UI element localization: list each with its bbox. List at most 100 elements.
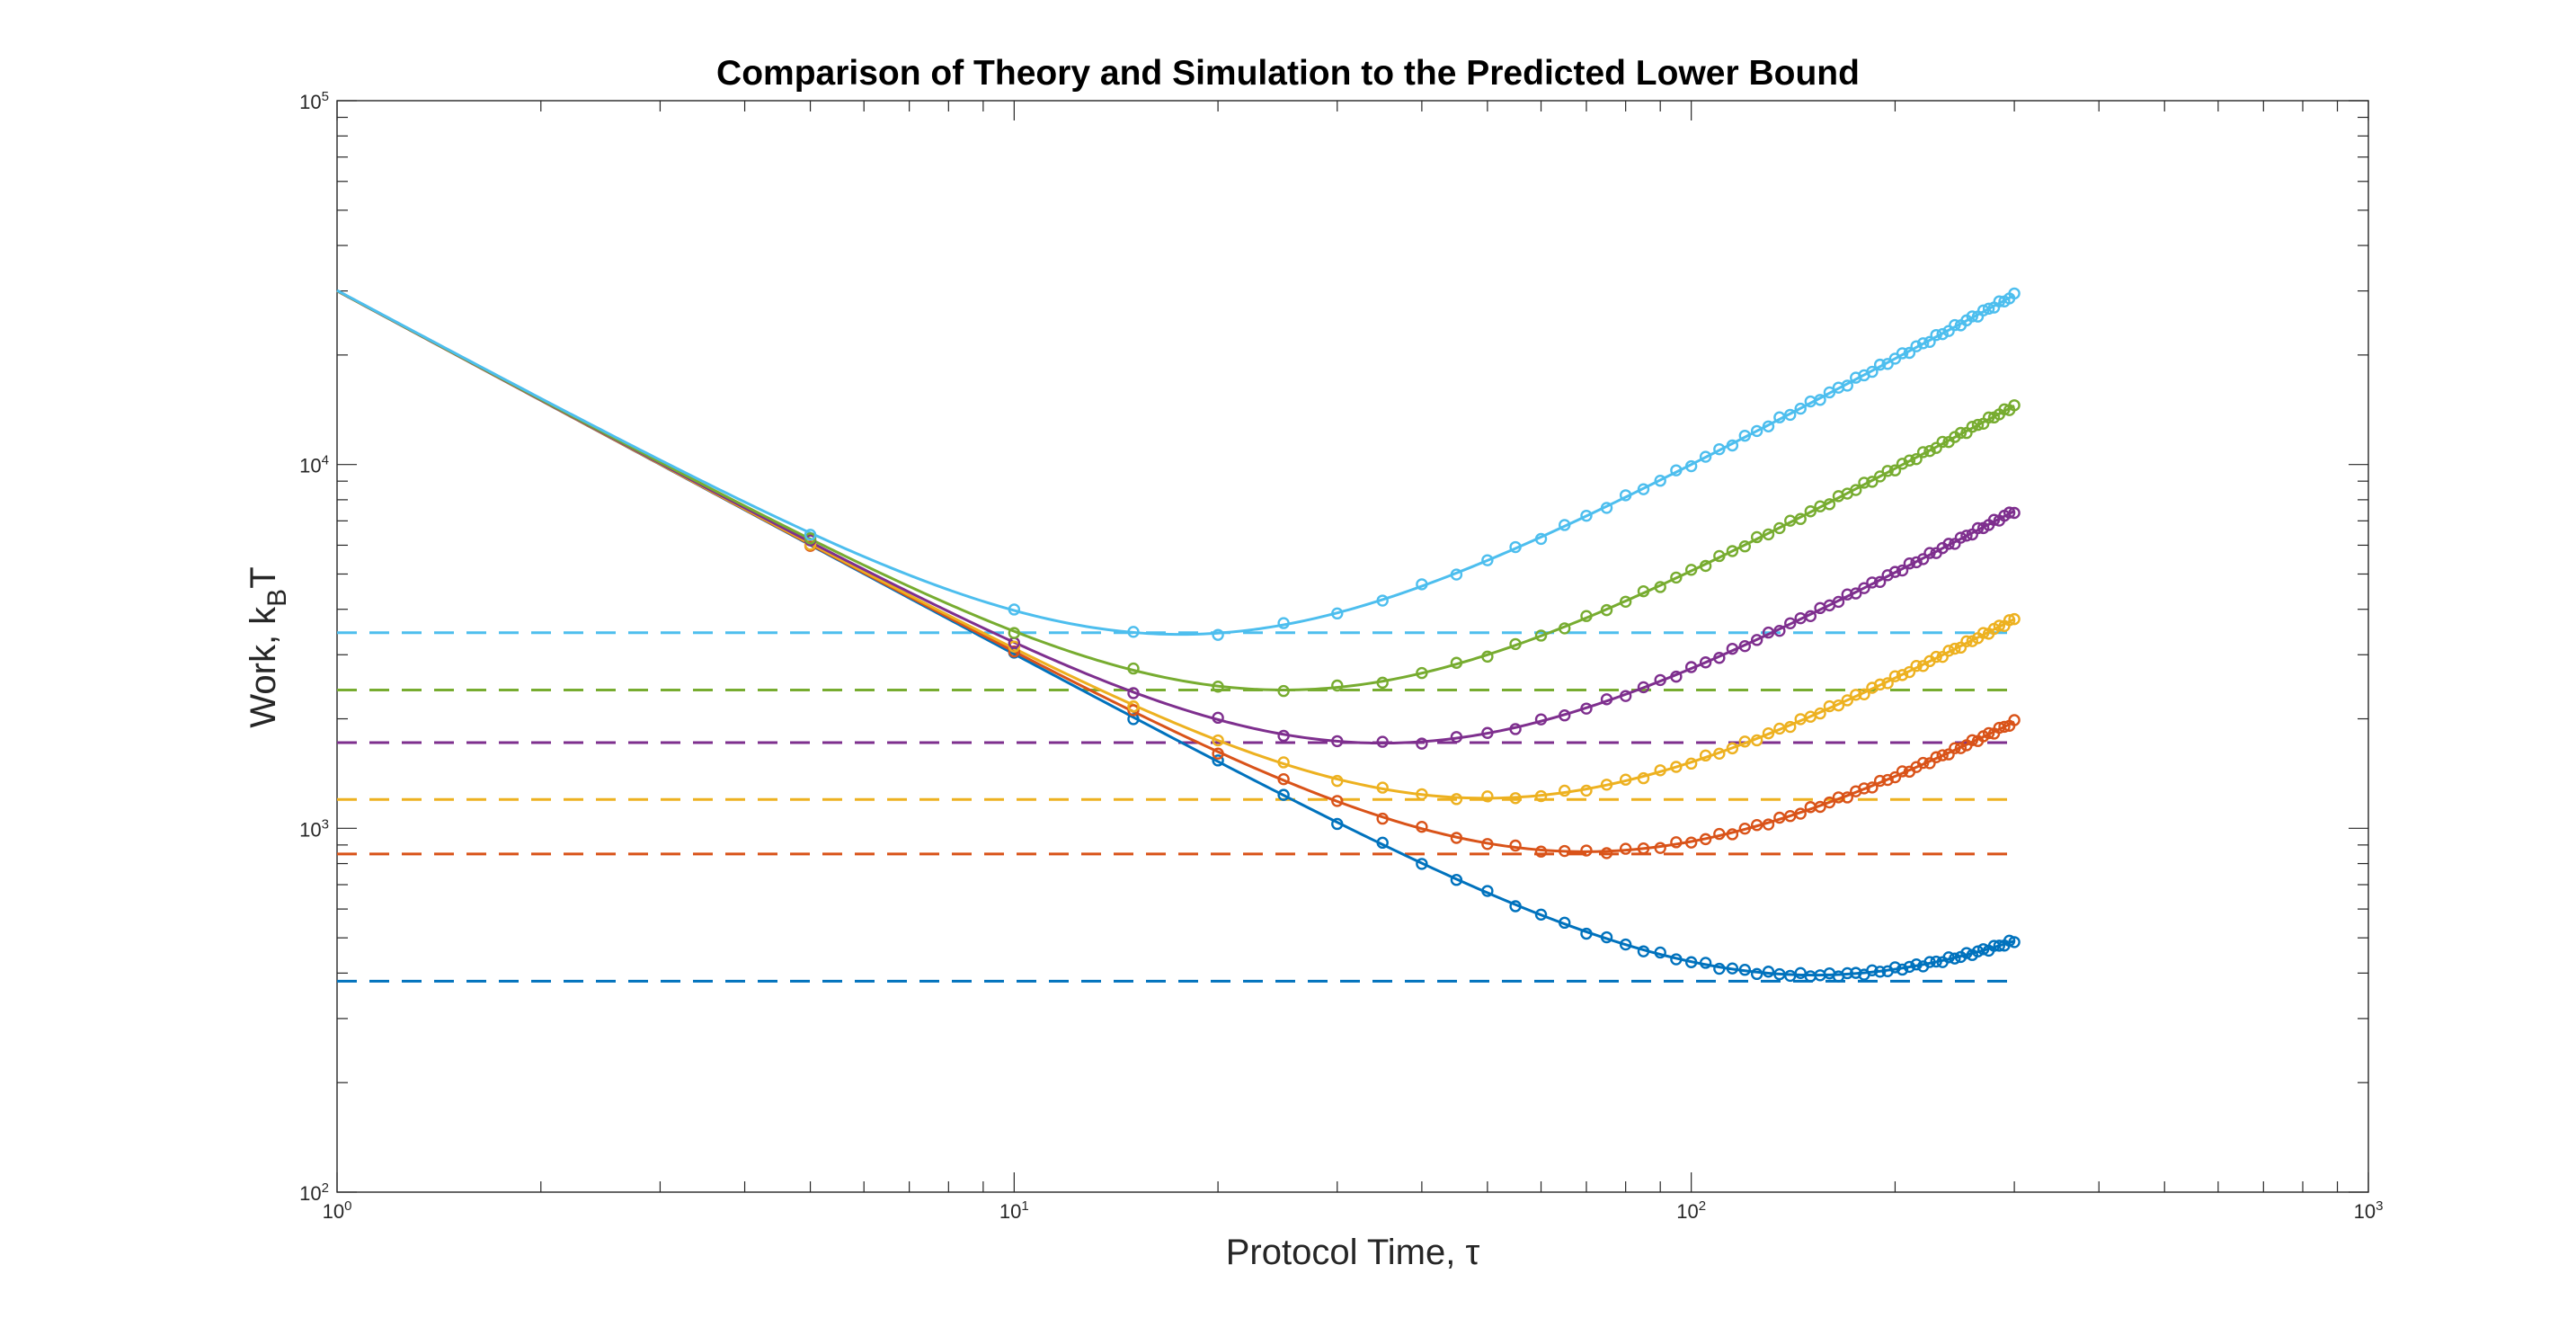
simulation-marker	[1930, 955, 1942, 968]
simulation-marker	[1873, 678, 1887, 691]
simulation-marker	[1903, 454, 1916, 467]
simulation-marker	[1881, 773, 1894, 787]
simulation-marker	[1960, 530, 1973, 542]
simulation-marker	[1949, 538, 1961, 550]
simulation-marker	[1416, 578, 1428, 591]
simulation-marker	[1670, 571, 1683, 584]
simulation-marker	[1850, 484, 1862, 496]
simulation-marker	[1936, 327, 1949, 341]
simulation-marker	[1982, 302, 1995, 316]
simulation-marker	[1699, 833, 1712, 846]
simulation-marker	[1416, 858, 1428, 870]
simulation-marker	[1637, 771, 1650, 785]
simulation-marker	[1738, 964, 1752, 976]
simulation-marker	[1903, 557, 1916, 570]
simulation-marker	[1762, 528, 1775, 541]
simulation-marker	[1509, 900, 1522, 913]
simulation-marker	[1942, 951, 1955, 964]
simulation-marker	[2003, 614, 2016, 627]
simulation-marker	[1942, 748, 1955, 761]
simulation-marker	[1450, 874, 1463, 886]
simulation-marker	[1750, 734, 1763, 747]
simulation-marker	[1559, 784, 1571, 797]
simulation-marker	[1127, 700, 1140, 713]
simulation-marker	[1559, 709, 1571, 722]
simulation-marker	[1654, 475, 1666, 487]
simulation-marker	[1637, 584, 1650, 598]
simulation-marker	[1670, 670, 1683, 683]
simulation-marker	[1580, 927, 1593, 940]
simulation-marker	[1450, 731, 1463, 744]
simulation-marker	[1930, 751, 1942, 763]
simulation-marker	[1850, 587, 1862, 600]
x-tick-label: 102	[1676, 1198, 1706, 1223]
simulation-marker	[1331, 607, 1344, 620]
simulation-marker	[1619, 842, 1632, 855]
simulation-marker	[1841, 694, 1853, 707]
simulation-marker	[1949, 952, 1961, 965]
simulation-marker	[1580, 702, 1593, 715]
simulation-marker	[1960, 947, 1973, 959]
simulation-marker	[1600, 693, 1613, 706]
simulation-marker	[1738, 429, 1752, 442]
simulation-marker	[1954, 531, 1968, 544]
simulation-marker	[1960, 635, 1973, 648]
simulation-marker	[1684, 956, 1698, 968]
simulation-marker	[1600, 603, 1613, 617]
simulation-marker	[1481, 790, 1494, 803]
simulation-marker	[1559, 916, 1571, 930]
simulation-marker	[1832, 595, 1845, 609]
simulation-marker	[1858, 688, 1870, 701]
simulation-marker	[1376, 812, 1389, 825]
simulation-marker	[1713, 962, 1726, 975]
simulation-marker	[1873, 575, 1887, 588]
simulation-marker	[1910, 659, 1923, 672]
y-axis-label-main: Work, k	[244, 606, 283, 728]
simulation-marker	[1008, 640, 1021, 653]
simulation-marker	[1127, 704, 1140, 717]
simulation-marker	[1930, 650, 1942, 663]
simulation-marker	[1713, 652, 1726, 664]
simulation-marker	[1654, 946, 1666, 959]
simulation-marker	[1534, 845, 1548, 858]
simulation-marker	[1888, 565, 1902, 578]
simulation-marker	[1832, 699, 1845, 712]
simulation-marker	[1580, 610, 1593, 622]
simulation-marker	[1212, 711, 1224, 725]
simulation-marker	[1637, 681, 1650, 694]
simulation-marker	[1670, 836, 1683, 849]
y-tick-labels: 102 103 104 105	[299, 89, 329, 1205]
y-tick-label: 102	[299, 1180, 329, 1205]
simulation-marker	[1008, 603, 1021, 616]
simulation-marker	[1450, 656, 1463, 669]
simulation-marker	[1903, 960, 1916, 974]
simulation-marker	[1993, 619, 2006, 632]
simulation-marker	[1750, 530, 1763, 544]
simulation-marker	[1910, 556, 1923, 569]
simulation-marker	[1762, 626, 1775, 639]
simulation-marker	[1713, 747, 1726, 761]
simulation-marker	[1896, 564, 1909, 577]
simulation-marker	[1954, 426, 1968, 440]
simulation-marker	[1784, 408, 1797, 422]
simulation-marker	[1936, 749, 1949, 761]
simulation-marker	[1450, 793, 1463, 806]
simulation-marker	[1888, 770, 1902, 784]
simulation-marker	[1684, 757, 1698, 770]
simulation-marker	[1966, 421, 1978, 433]
simulation-marker	[1976, 627, 1990, 639]
simulation-marker	[2008, 936, 2021, 948]
simulation-marker	[1534, 908, 1548, 922]
simulation-marker	[1637, 945, 1650, 957]
simulation-marker	[1738, 540, 1752, 553]
simulation-marker	[1127, 626, 1140, 638]
simulation-marker	[1823, 498, 1836, 511]
simulation-marker	[1127, 687, 1140, 699]
simulation-marker	[1713, 442, 1726, 456]
simulation-marker	[1850, 689, 1862, 701]
simulation-marker	[1637, 483, 1650, 495]
simulation-marker	[1684, 661, 1698, 673]
simulation-marker	[1699, 559, 1712, 573]
simulation-marker	[1916, 337, 1930, 350]
